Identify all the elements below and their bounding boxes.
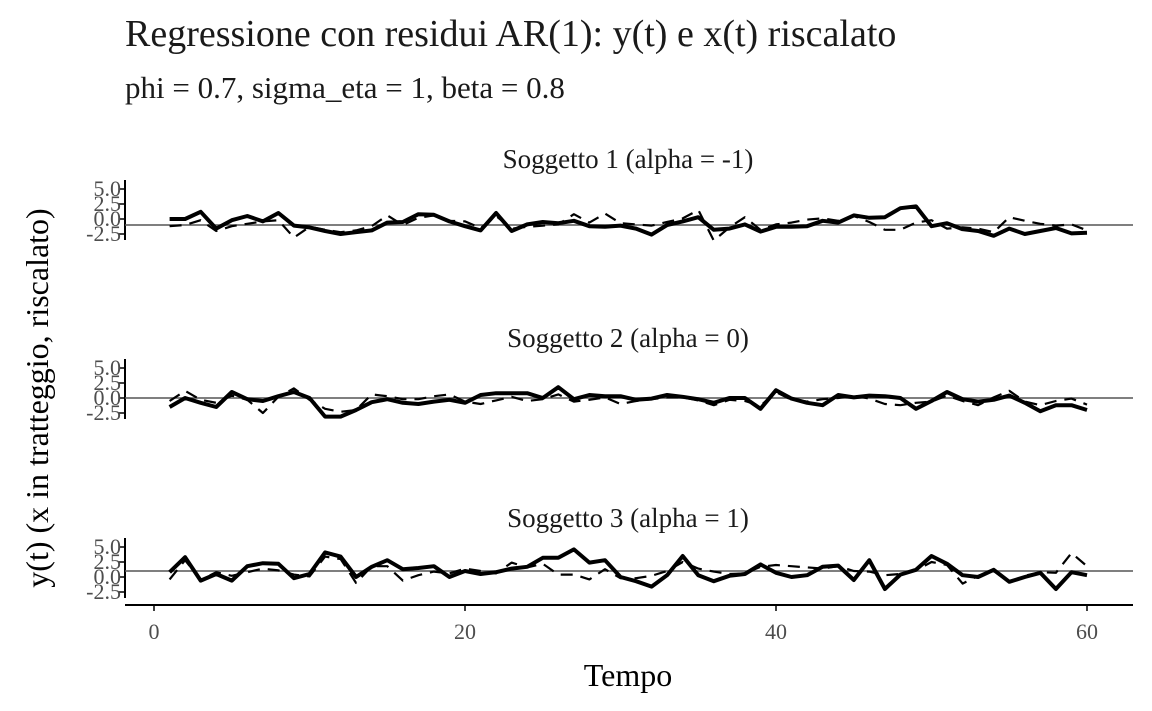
x-tick-label: 0 — [149, 619, 160, 644]
x-series-line — [168, 551, 1088, 585]
chart-title: Regressione con residui AR(1): y(t) e x(… — [125, 13, 897, 55]
y-tick-label: 0.0 — [94, 385, 122, 410]
y-tick-label: 5.0 — [94, 355, 122, 380]
panel-label: Soggetto 1 (alpha = -1) — [503, 144, 754, 174]
y-series-line — [169, 204, 1088, 238]
y-tick-label: -2.5 — [86, 579, 121, 604]
x-tick-label: 20 — [454, 619, 476, 644]
x-series-line — [168, 387, 1088, 415]
x-axis-title: Tempo — [584, 657, 672, 693]
x-tick-label: 40 — [765, 619, 787, 644]
y-tick-label: 2.5 — [94, 549, 122, 574]
y-tick-label: 5.0 — [94, 176, 122, 201]
y-tick-label: 2.5 — [94, 370, 122, 395]
y-tick-label: 5.0 — [94, 534, 122, 559]
panel-3: Soggetto 3 (alpha = 1) 5.02.50.0-2.5 — [86, 503, 1133, 604]
y-axis-title: y(t) (x in tratteggio, riscalato) — [19, 208, 55, 587]
panels: Soggetto 1 (alpha = -1)5.02.50.0-2.5Sogg… — [86, 144, 1133, 604]
y-series-line — [168, 547, 1088, 591]
x-series-line — [169, 208, 1088, 242]
y-tick-label: -2.5 — [86, 400, 121, 425]
x-tick-label: 60 — [1076, 619, 1098, 644]
y-tick-label: 0.0 — [94, 206, 122, 231]
y-tick-label: 2.5 — [94, 191, 122, 216]
y-tick-label: -2.5 — [86, 221, 121, 246]
panel-label: Soggetto 2 (alpha = 0) — [507, 323, 749, 353]
y-tick-label: 0.0 — [94, 564, 122, 589]
panel-1: Soggetto 1 (alpha = -1) 5.02.50.0-2.5 — [86, 144, 1133, 246]
panel-2: Soggetto 2 (alpha = 0) 5.02.50.0-2.5 — [86, 323, 1133, 425]
panel-label: Soggetto 3 (alpha = 1) — [507, 503, 749, 533]
chart-subtitle: phi = 0.7, sigma_eta = 1, beta = 0.8 — [125, 70, 565, 105]
x-axis: 0 20 40 60 — [125, 604, 1133, 644]
